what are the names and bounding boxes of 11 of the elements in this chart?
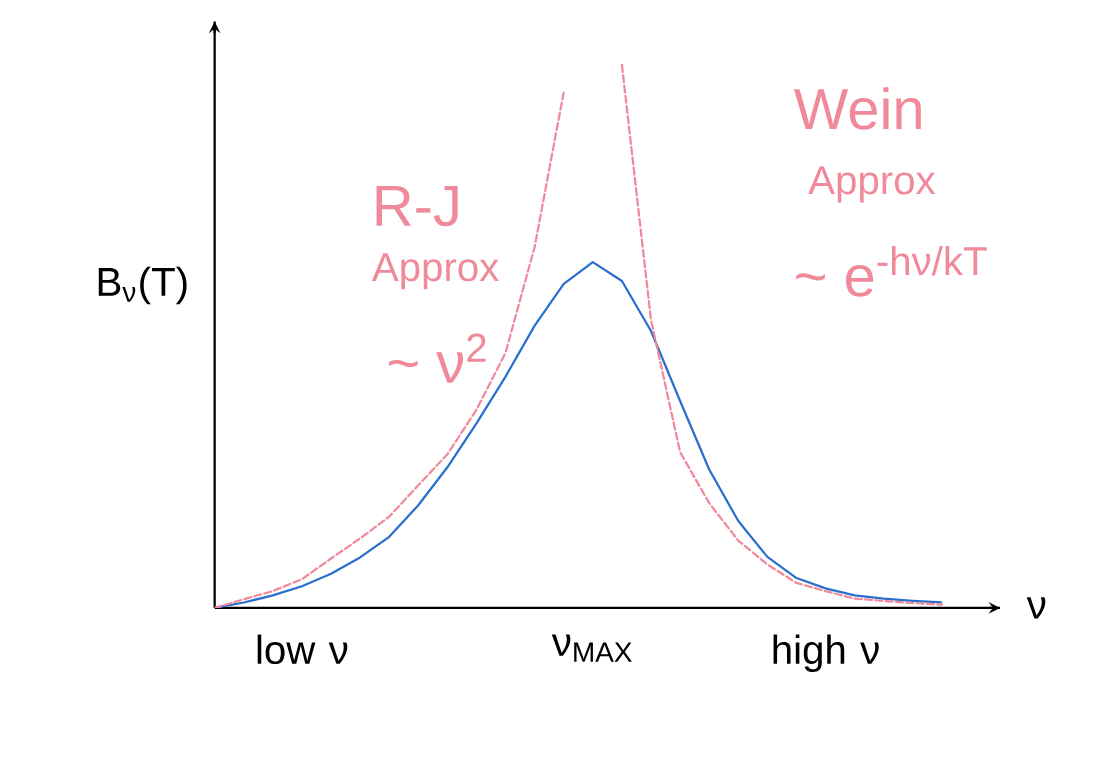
y-axis-title: B$_{ν}$(T) (98, 266, 187, 305)
annotation: Approx (371, 253, 499, 290)
annotation: R-J (376, 185, 458, 227)
x-tick-label: low ν (257, 634, 348, 665)
x-tick-label: high ν (773, 634, 879, 673)
x-tick-label: ν$_{MAX}$ (551, 634, 632, 662)
annotation: ~ e$^{-hν/kT}$ (796, 245, 987, 297)
annotation: Approx (808, 166, 936, 203)
annotation: Wein (793, 87, 921, 130)
x-axis-title: ν (1026, 597, 1046, 619)
annotation: ~ ν$^{2}$ (388, 333, 486, 383)
